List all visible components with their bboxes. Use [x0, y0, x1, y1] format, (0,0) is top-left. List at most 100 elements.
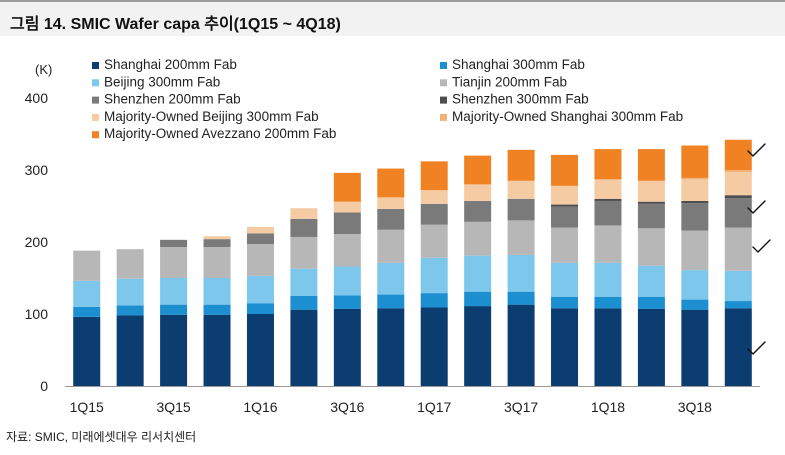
bar-segment: [724, 195, 752, 199]
bar-segment: [724, 198, 752, 228]
check-mark-icon: [752, 239, 771, 253]
check-mark-icon: [747, 341, 766, 355]
bar-segment: [724, 301, 752, 309]
bar-segment: [203, 314, 231, 386]
x-tick-label: 3Q17: [504, 399, 538, 415]
bar-segment: [203, 278, 231, 305]
bar-segment: [290, 218, 318, 237]
x-tick-label: 3Q18: [678, 399, 712, 415]
bar-segment: [637, 149, 665, 181]
bar-segment: [681, 200, 709, 204]
check-mark-icon: [747, 200, 766, 214]
bar-segment: [246, 303, 274, 314]
bar-segment: [290, 236, 318, 269]
bar-segment: [377, 208, 405, 230]
bar-segment: [681, 230, 709, 271]
legend-swatch: [92, 113, 99, 121]
bar-segment: [377, 294, 405, 309]
legend-swatch: [440, 96, 447, 104]
bar-segment: [594, 225, 622, 263]
bar-segment: [594, 179, 622, 199]
legend-label: Majority-Owned Avezzano 200mm Fab: [104, 126, 336, 141]
bar-segment: [507, 304, 535, 386]
bar-segment: [594, 198, 622, 201]
y-unit-label: (K): [35, 62, 52, 77]
bar-segment: [681, 309, 709, 386]
y-tick-label: 200: [25, 234, 49, 250]
bar-segment: [551, 262, 579, 297]
bar-segment: [594, 262, 622, 297]
bar-segment: [507, 198, 535, 221]
bar-segment: [420, 224, 448, 258]
x-tick-label: 3Q16: [330, 399, 364, 415]
bar-segment: [290, 268, 318, 296]
legend-swatch: [440, 113, 447, 121]
y-tick-label: 100: [25, 306, 49, 322]
bar-segment: [246, 233, 274, 245]
bar-segment: [290, 309, 318, 386]
legend-swatch: [92, 131, 99, 139]
bar-segment: [116, 305, 144, 316]
bar-segment: [551, 206, 579, 228]
bar-segment: [246, 244, 274, 276]
x-tick-label: 1Q16: [243, 399, 277, 415]
bar-segment: [160, 278, 188, 305]
bar-segment: [724, 139, 752, 170]
check-mark-icon: [747, 143, 766, 157]
x-tick-label: 1Q17: [417, 399, 451, 415]
bar-segment: [290, 296, 318, 310]
bar-segment: [377, 229, 405, 263]
bar-segment: [551, 308, 579, 386]
bar-segment: [464, 184, 492, 201]
bar-segment: [551, 204, 579, 207]
bar-segment: [203, 236, 231, 240]
bar-segment: [724, 227, 752, 271]
x-tick-label: 3Q15: [156, 399, 190, 415]
bar-segment: [246, 275, 274, 304]
legend-label: Majority-Owned Shanghai 300mm Fab: [452, 109, 683, 124]
bar-segment: [507, 254, 535, 292]
bar-segment: [637, 228, 665, 266]
bar-segment: [551, 296, 579, 309]
x-tick-label: 1Q18: [591, 399, 625, 415]
legend-label: Shenzhen 300mm Fab: [452, 92, 589, 107]
bar-segment: [594, 149, 622, 180]
source-note: 자료: SMIC, 미래에셋대우 리서치센터: [6, 430, 197, 444]
bar-segment: [724, 170, 752, 173]
bar-segment: [681, 299, 709, 310]
bar-segment: [333, 234, 361, 267]
bar-segment: [637, 201, 665, 204]
legend-label: Shanghai 200mm Fab: [104, 57, 237, 72]
bar-segment: [637, 308, 665, 386]
bar-segment: [333, 172, 361, 202]
bar-segment: [681, 270, 709, 300]
bar-segment: [116, 315, 144, 386]
bar-segment: [420, 257, 448, 294]
bar-segment: [681, 177, 709, 180]
bar-segment: [377, 168, 405, 198]
bar-segment: [464, 306, 492, 386]
bar-segment: [507, 149, 535, 181]
bar-segment: [160, 314, 188, 386]
bar-segment: [464, 155, 492, 185]
legend-swatch: [92, 79, 99, 87]
bar-segment: [377, 197, 405, 209]
bar-segment: [681, 203, 709, 231]
bar-segment: [724, 270, 752, 302]
bar-segment: [637, 180, 665, 202]
bar-segment: [73, 280, 101, 307]
legend-swatch: [440, 79, 447, 87]
bar-segment: [116, 249, 144, 279]
bar-segment: [333, 201, 361, 213]
bar-segment: [594, 296, 622, 309]
legend-label: Majority-Owned Beijing 300mm Fab: [104, 109, 319, 124]
bar-segment: [637, 265, 665, 297]
bar-segment: [420, 190, 448, 204]
legend-label: Tianjin 200mm Fab: [452, 74, 567, 89]
bar-segment: [246, 226, 274, 234]
bar-segment: [420, 307, 448, 386]
bar-segment: [203, 247, 231, 278]
stacked-bar-chart: (K) 0 100 200 300 400 1Q15 3Q15 1Q16 3Q16 1Q17 3Q17…: [25, 57, 771, 415]
bar-segment: [73, 306, 101, 317]
bar-segment: [160, 304, 188, 315]
